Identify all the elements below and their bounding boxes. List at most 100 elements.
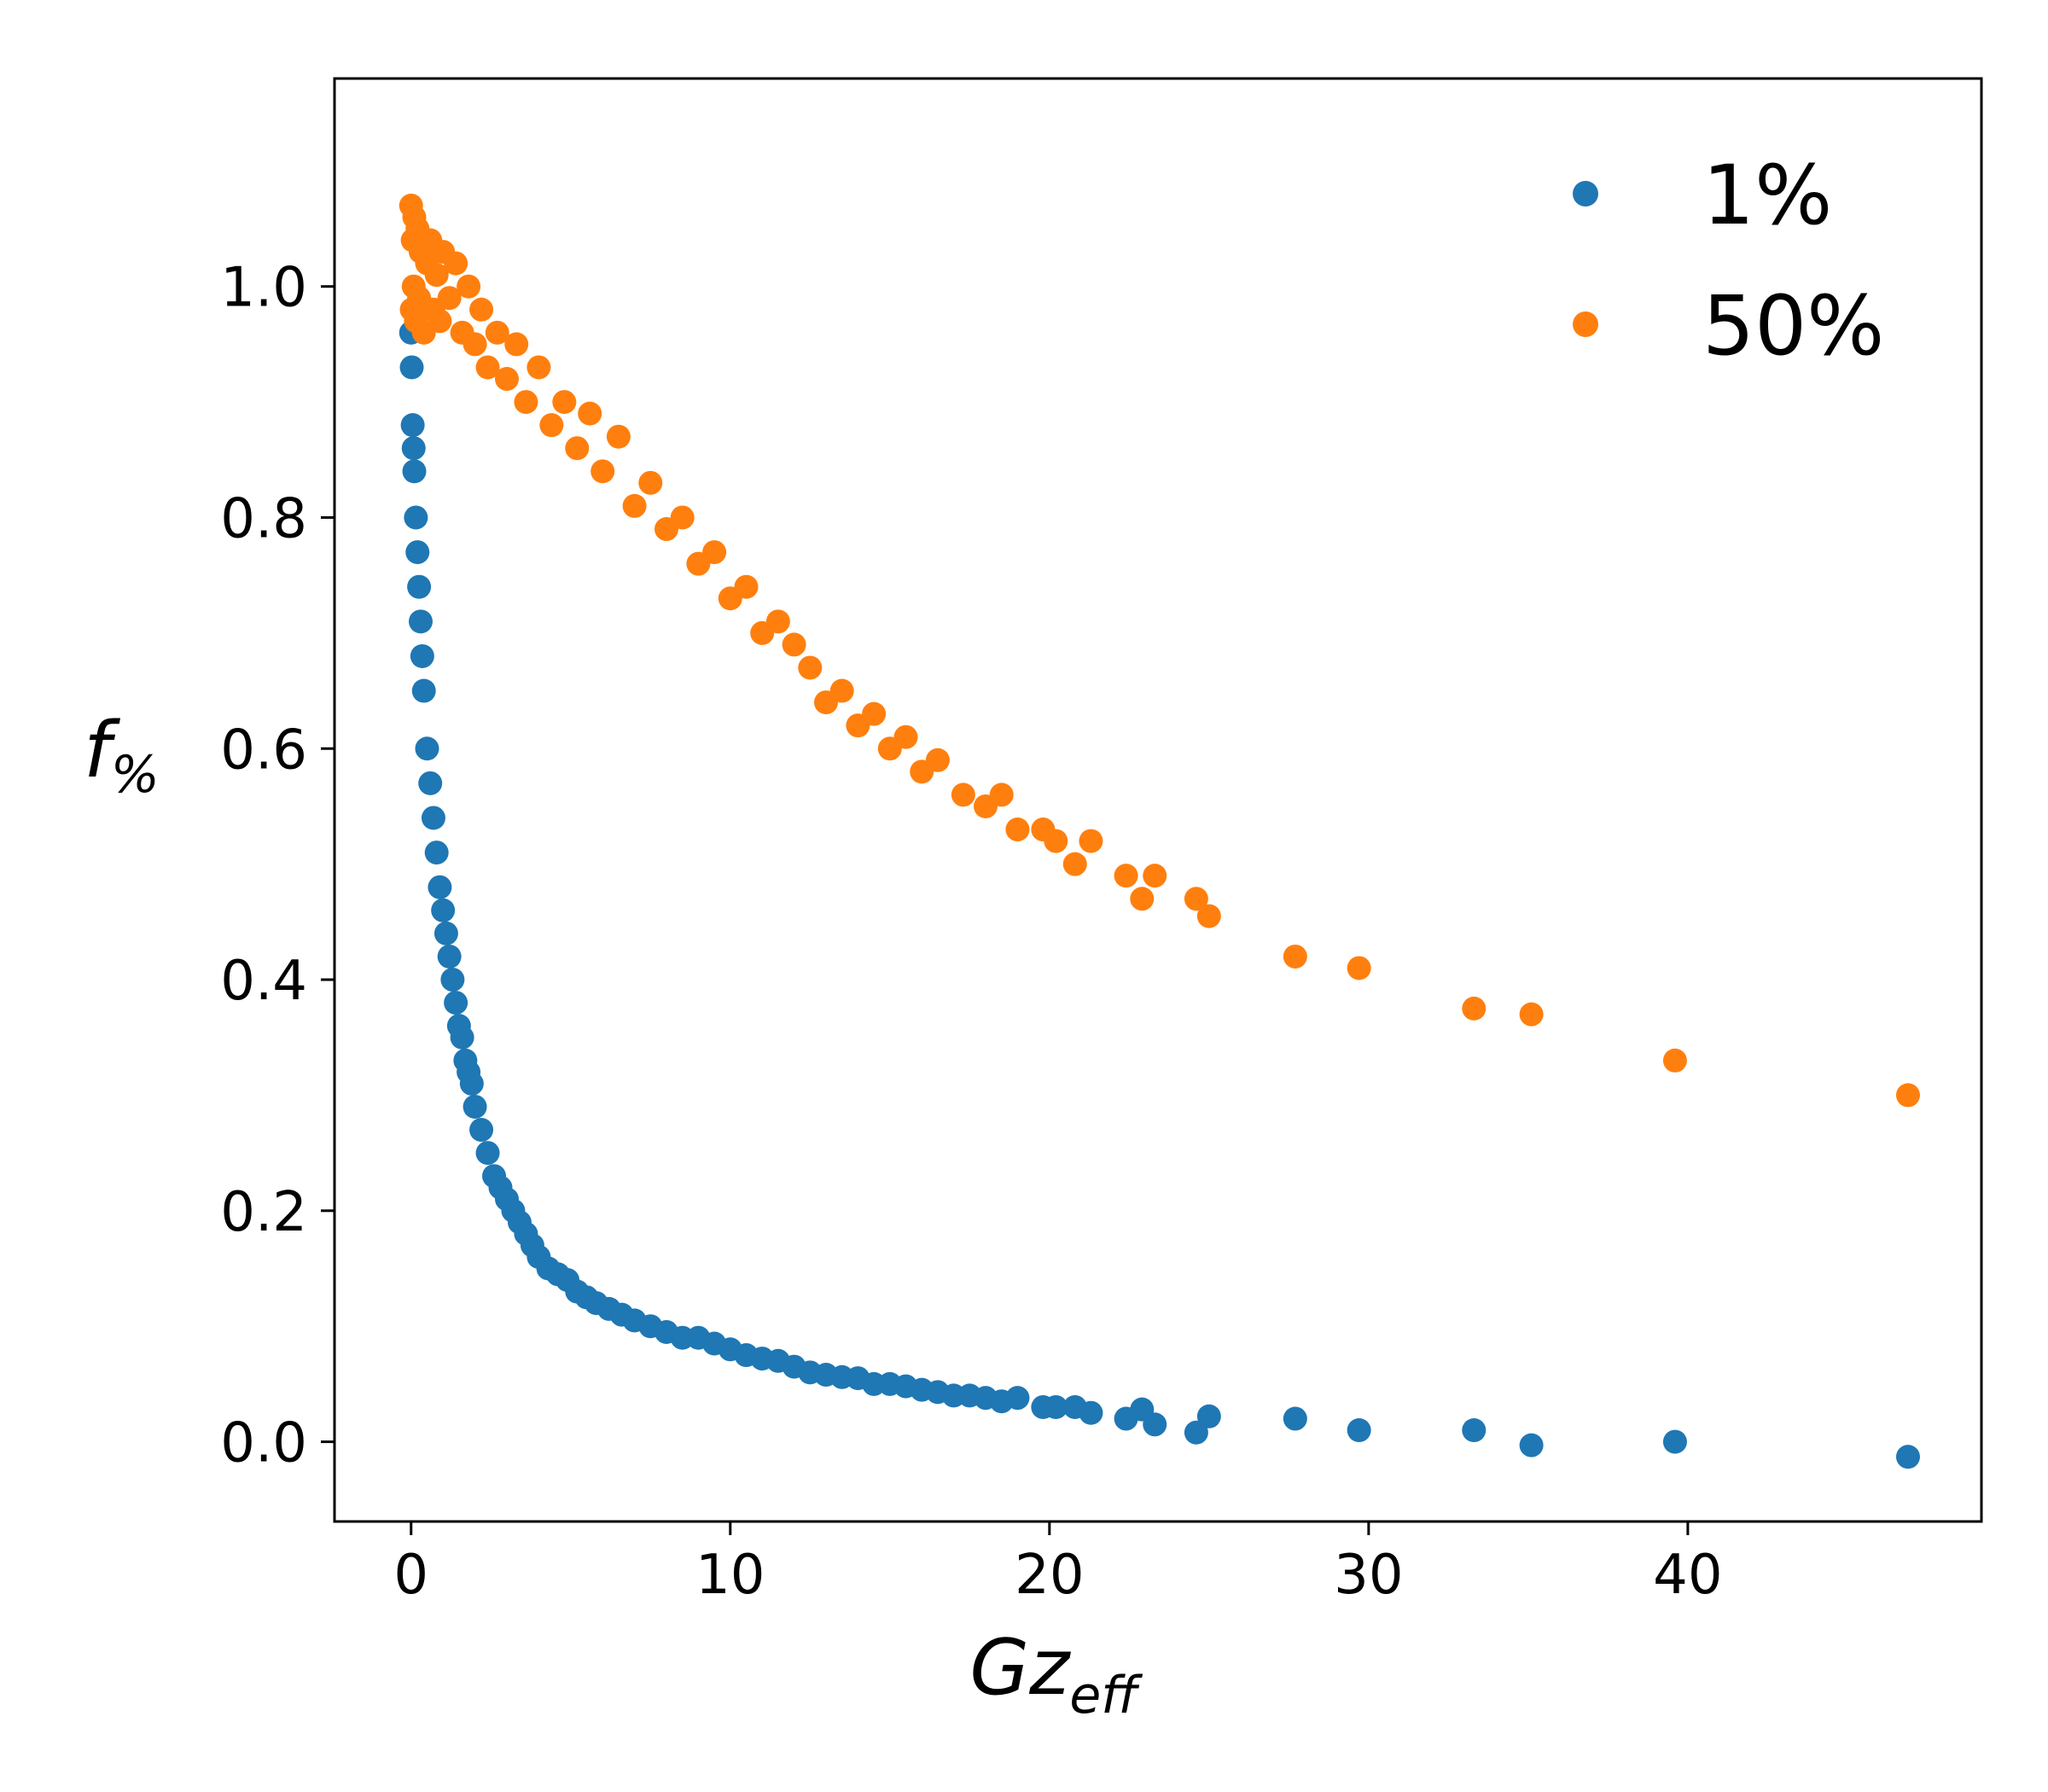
data-point	[504, 332, 529, 357]
y-tick-label: 0.6	[220, 719, 307, 782]
data-point	[565, 436, 590, 461]
data-point	[424, 263, 449, 288]
data-point	[1044, 1394, 1068, 1419]
data-point	[1462, 1418, 1487, 1443]
data-point	[444, 251, 468, 276]
data-point	[475, 1141, 500, 1166]
data-point	[402, 459, 427, 484]
y-tick-label: 1.0	[220, 257, 307, 320]
legend-marker-2	[1573, 311, 1598, 337]
data-point	[1005, 1386, 1030, 1411]
x-tick-label: 40	[1653, 1544, 1722, 1607]
data-point	[405, 540, 430, 565]
data-point	[1062, 852, 1087, 876]
data-point	[1196, 1404, 1221, 1428]
data-point	[951, 783, 975, 807]
data-point	[702, 540, 727, 565]
y-axis: 0.0 0.2 0.4 0.6 0.8 1.0	[220, 257, 335, 1475]
data-point	[433, 921, 458, 945]
data-point	[399, 355, 424, 380]
data-point	[404, 505, 428, 530]
x-axis-label-main: Gz	[969, 1623, 1071, 1713]
data-point	[1519, 1433, 1544, 1457]
data-point	[527, 355, 551, 380]
series-layer	[399, 193, 1920, 1469]
data-point	[463, 1094, 487, 1119]
data-point	[418, 771, 443, 795]
y-axis-label: f%	[84, 706, 160, 805]
data-point	[437, 944, 462, 969]
data-point	[494, 367, 519, 392]
x-tick-label: 30	[1334, 1544, 1403, 1607]
data-point	[1519, 1002, 1544, 1027]
data-point	[798, 655, 823, 680]
x-axis-label-sub: eff	[1069, 1666, 1143, 1725]
data-point	[400, 413, 425, 438]
x-axis: 0 10 20 30 40	[393, 1521, 1723, 1607]
data-point	[1662, 1048, 1687, 1073]
y-axis-label-sub: %	[111, 745, 160, 805]
data-point	[782, 632, 806, 657]
legend-label-1: 1%	[1702, 148, 1832, 243]
data-point	[514, 390, 538, 415]
data-point	[1347, 956, 1371, 980]
data-point	[1662, 1429, 1687, 1454]
data-point	[440, 968, 465, 992]
data-point	[421, 806, 445, 830]
y-tick-label: 0.8	[220, 487, 307, 550]
data-point	[552, 390, 577, 415]
y-tick-label: 0.0	[220, 1412, 307, 1475]
data-point	[1143, 864, 1167, 888]
x-tick-label: 10	[695, 1544, 765, 1607]
data-point	[578, 401, 602, 426]
x-tick-label: 20	[1015, 1544, 1084, 1607]
data-point	[424, 841, 449, 865]
data-point	[410, 643, 434, 668]
data-point	[1283, 944, 1307, 969]
data-point	[428, 875, 452, 899]
data-point	[1114, 864, 1138, 888]
data-point	[437, 286, 462, 311]
data-point	[989, 783, 1014, 807]
data-point	[734, 574, 759, 599]
data-point	[1283, 1406, 1307, 1431]
y-tick-label: 0.2	[220, 1181, 307, 1244]
data-point	[1184, 1420, 1208, 1445]
data-point	[1130, 887, 1155, 911]
data-point	[469, 1118, 494, 1143]
legend-label-2: 50%	[1702, 278, 1884, 374]
legend-marker-1	[1573, 181, 1598, 207]
data-point	[765, 609, 790, 634]
data-point	[622, 493, 647, 518]
series-1	[399, 320, 1920, 1469]
data-point	[893, 724, 918, 749]
plot-frame	[333, 77, 1983, 1523]
data-point	[411, 678, 436, 703]
data-point	[1895, 1083, 1920, 1108]
data-point	[475, 355, 500, 380]
data-point	[539, 413, 564, 438]
data-point	[1462, 996, 1487, 1021]
data-point	[1895, 1445, 1920, 1469]
data-point	[1184, 887, 1208, 911]
data-point	[459, 1071, 484, 1096]
data-point	[670, 505, 695, 530]
data-point	[829, 678, 854, 703]
y-tick-label: 0.4	[220, 950, 307, 1013]
data-point	[463, 332, 487, 357]
data-point	[1347, 1418, 1371, 1443]
data-point	[401, 436, 426, 461]
data-point	[469, 297, 494, 322]
data-point	[428, 309, 452, 334]
data-point	[485, 320, 509, 345]
data-point	[1143, 1412, 1167, 1437]
data-point	[638, 470, 663, 495]
data-point	[1196, 904, 1221, 928]
data-point	[407, 574, 432, 599]
legend: 1% 50%	[1573, 148, 1884, 374]
data-point	[925, 748, 950, 772]
series-2	[399, 193, 1920, 1108]
data-point	[457, 274, 481, 299]
